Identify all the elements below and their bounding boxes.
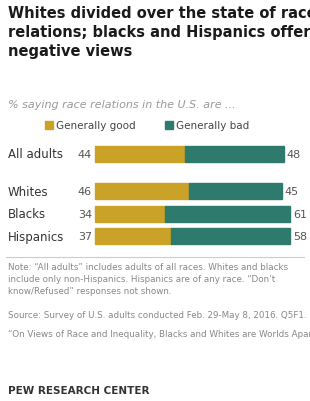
Text: All adults: All adults — [8, 148, 63, 161]
Text: 44: 44 — [78, 150, 92, 160]
Text: Blacks: Blacks — [8, 208, 46, 221]
Text: PEW RESEARCH CENTER: PEW RESEARCH CENTER — [8, 385, 149, 395]
Text: 46: 46 — [78, 186, 92, 196]
Text: Hispanics: Hispanics — [8, 230, 64, 243]
Text: 58: 58 — [293, 231, 307, 241]
Text: Source: Survey of U.S. adults conducted Feb. 29-May 8, 2016. Q5F1.: Source: Survey of U.S. adults conducted … — [8, 310, 307, 319]
Text: 48: 48 — [287, 150, 301, 160]
Text: Whites divided over the state of race
relations; blacks and Hispanics offer
nega: Whites divided over the state of race re… — [8, 6, 310, 59]
Bar — [45, 122, 53, 130]
Bar — [165, 122, 173, 130]
Text: Whites: Whites — [8, 185, 49, 198]
Bar — [95, 147, 185, 162]
Bar — [171, 229, 290, 244]
Text: % saying race relations in the U.S. are ...: % saying race relations in the U.S. are … — [8, 100, 236, 110]
Bar — [95, 207, 165, 223]
Bar — [189, 184, 282, 200]
Bar — [95, 229, 171, 244]
Text: “On Views of Race and Inequality, Blacks and Whites are Worlds Apart”: “On Views of Race and Inequality, Blacks… — [8, 329, 310, 338]
Text: Generally bad: Generally bad — [176, 121, 249, 131]
Bar — [95, 184, 189, 200]
Text: 61: 61 — [293, 209, 307, 219]
Text: Generally good: Generally good — [56, 121, 136, 131]
Bar — [185, 147, 284, 162]
Text: 45: 45 — [285, 186, 299, 196]
Text: 37: 37 — [78, 231, 92, 241]
Text: 34: 34 — [78, 209, 92, 219]
Bar — [165, 207, 290, 223]
Text: Note: “All adults” includes adults of all races. Whites and blacks include only : Note: “All adults” includes adults of al… — [8, 262, 288, 295]
